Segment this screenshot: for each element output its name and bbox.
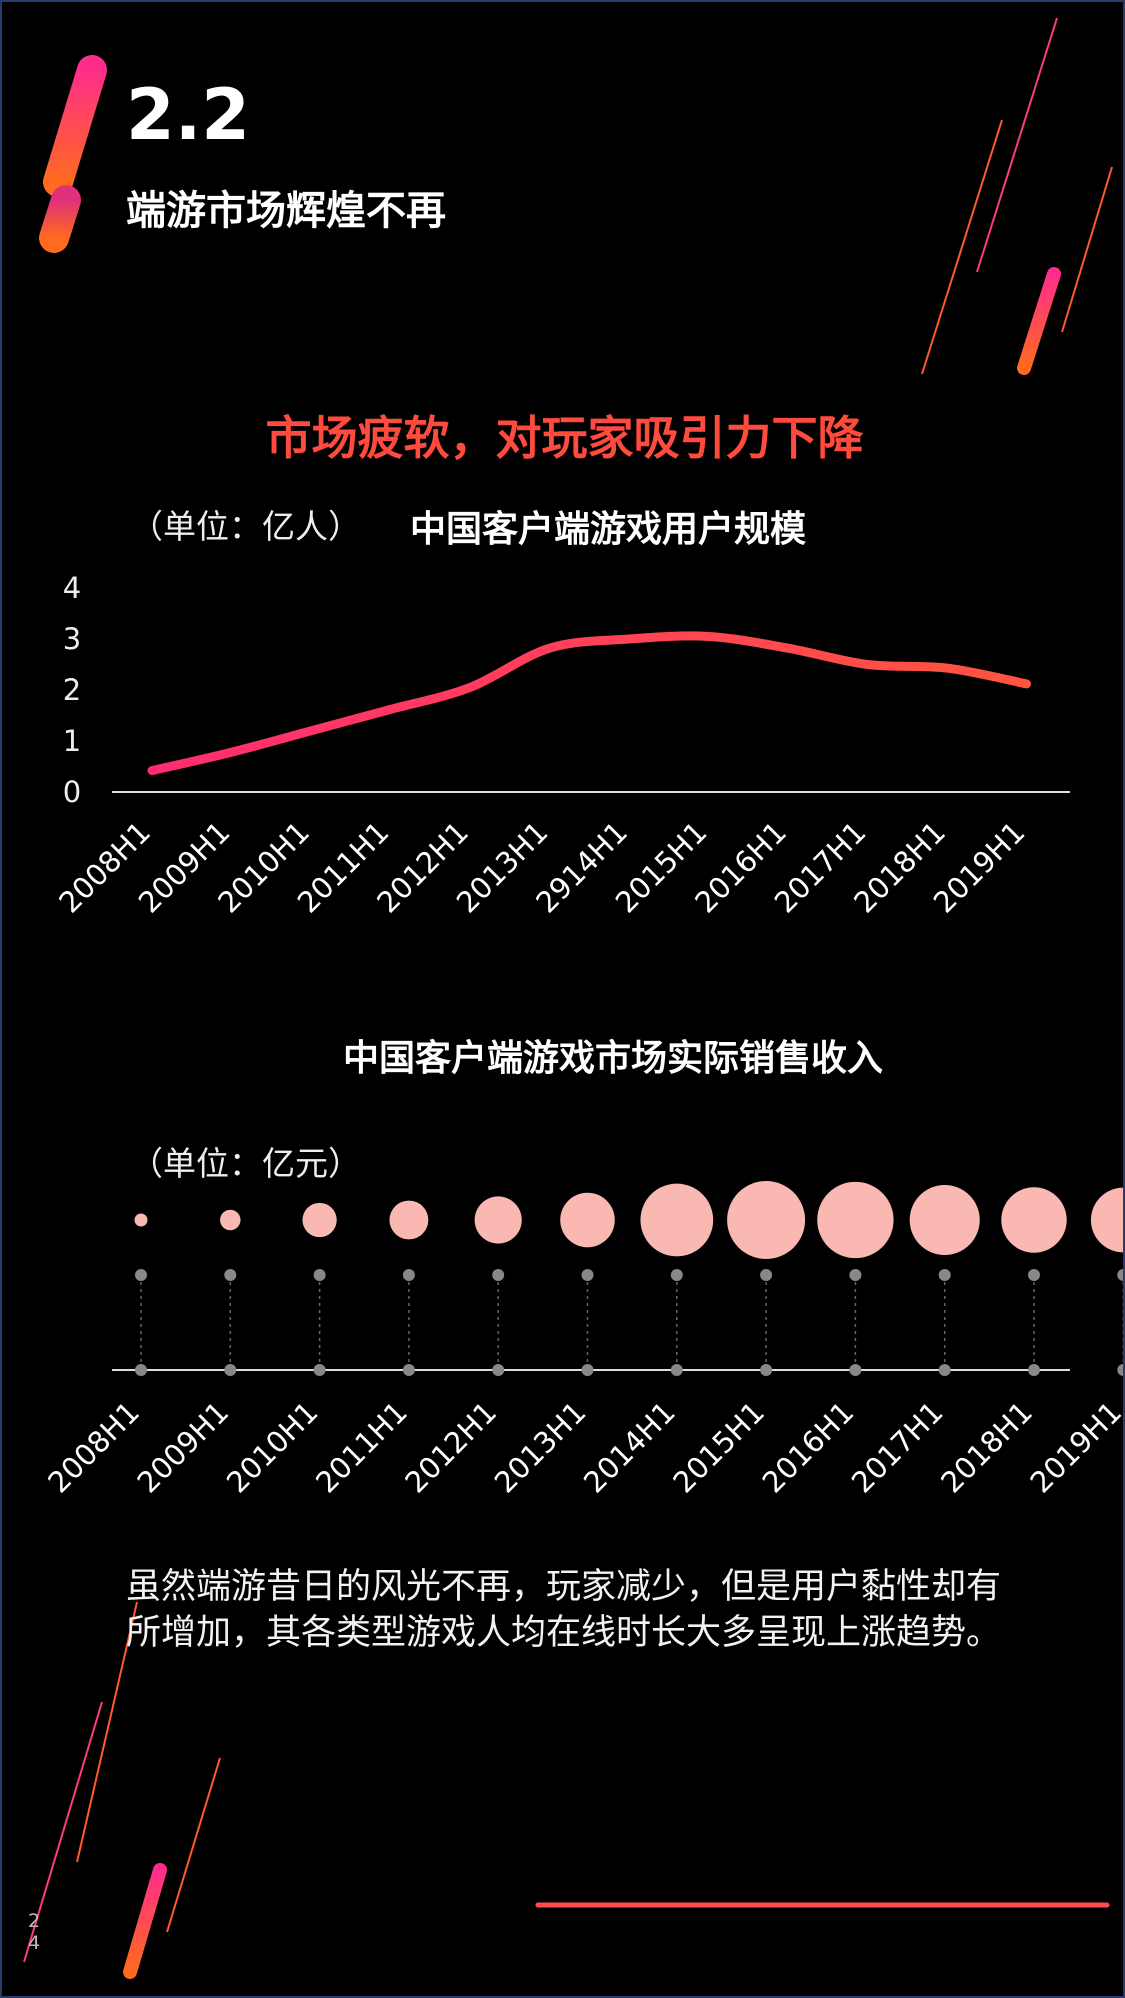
users-chart-unit-label: （单位：亿人） — [130, 507, 361, 546]
axis-dot — [1117, 1364, 1123, 1376]
data-bubble — [220, 1209, 241, 1231]
data-point — [784, 644, 792, 652]
axis-dot — [313, 1364, 326, 1376]
marker-dot — [1117, 1269, 1123, 1281]
deco-stroke — [1061, 166, 1113, 333]
axis-dot — [492, 1364, 505, 1376]
axis-dot — [849, 1364, 862, 1376]
data-point — [705, 632, 713, 640]
marker-dot — [313, 1269, 326, 1281]
axis-dot — [581, 1364, 594, 1376]
data-bubble — [560, 1192, 615, 1248]
axis-dot — [760, 1364, 773, 1376]
marker-dot — [670, 1269, 683, 1281]
y-tick-label: 4 — [63, 571, 81, 605]
data-bubble — [727, 1181, 806, 1259]
marker-dot — [402, 1269, 415, 1281]
axis-dot — [1028, 1364, 1040, 1376]
revenue-bubble-chart: 2008H12009H12010H12011H12012H12013H12014… — [41, 1181, 1125, 1500]
axis-dot — [224, 1364, 237, 1376]
x-tick-label: 2010H1 — [220, 1395, 325, 1500]
data-point — [148, 767, 156, 775]
marker-dot — [224, 1269, 237, 1281]
data-point — [307, 727, 315, 735]
page-number: 24 — [28, 1910, 41, 1954]
deco-stroke — [39, 185, 81, 253]
deco-stroke — [1017, 267, 1061, 375]
data-bubble — [909, 1184, 980, 1256]
deco-stroke — [23, 1701, 103, 1963]
data-point — [546, 644, 554, 652]
axis-dot — [402, 1364, 415, 1376]
data-bubble — [1090, 1187, 1123, 1253]
axis-dot — [938, 1364, 951, 1376]
x-tick-label: 2019H1 — [1024, 1395, 1125, 1500]
marker-dot — [135, 1269, 147, 1281]
deco-stroke — [921, 119, 1003, 375]
data-bubble — [302, 1202, 337, 1238]
axis-dot — [135, 1364, 147, 1376]
y-tick-label: 3 — [63, 622, 81, 656]
marker-dot — [1028, 1269, 1040, 1281]
headline: 市场疲软，对玩家吸引力下降 — [265, 411, 864, 465]
x-tick-label: 2013H1 — [488, 1395, 593, 1500]
x-tick-label: 2011H1 — [309, 1395, 414, 1500]
y-tick-label: 1 — [63, 724, 81, 758]
x-tick-label: 2015H1 — [666, 1395, 771, 1500]
marker-dot — [938, 1269, 951, 1281]
data-point — [943, 664, 951, 672]
marker-dot — [581, 1269, 594, 1281]
revenue-chart-unit-label: （单位：亿元） — [130, 1144, 361, 1183]
deco-stroke — [43, 55, 107, 197]
data-bubble — [1001, 1187, 1067, 1253]
data-point — [466, 683, 474, 691]
marker-dot — [492, 1269, 505, 1281]
section-number: 2.2 — [126, 74, 251, 156]
x-tick-label: 2012H1 — [398, 1395, 503, 1500]
axis-dot — [670, 1364, 683, 1376]
data-bubble — [134, 1213, 148, 1227]
deco-stroke — [76, 1601, 138, 1863]
deco-stroke — [166, 1757, 221, 1933]
users-line-chart: 012342008H12009H12010H12011H12012H12013H… — [52, 571, 1070, 920]
x-tick-label: 2009H1 — [131, 1395, 236, 1500]
data-point — [864, 661, 872, 669]
y-tick-label: 0 — [63, 775, 81, 809]
data-point — [1023, 680, 1031, 688]
section-title: 端游市场辉煌不再 — [126, 188, 446, 234]
deco-stroke — [976, 17, 1058, 273]
x-tick-label: 2008H1 — [41, 1395, 146, 1500]
data-bubble — [389, 1200, 429, 1240]
series-line — [147, 631, 1031, 776]
data-point — [387, 705, 395, 713]
marker-dot — [760, 1269, 773, 1281]
data-point — [228, 748, 236, 756]
deco-stroke — [123, 1863, 167, 1979]
x-tick-label: 2017H1 — [845, 1395, 950, 1500]
x-tick-label: 2014H1 — [577, 1395, 682, 1500]
body-text: 虽然端游昔日的风光不再，玩家减少，但是用户黏性却有所增加，其各类型游戏人均在线时… — [126, 1567, 1002, 1653]
data-bubble — [474, 1196, 522, 1244]
data-bubble — [640, 1183, 714, 1257]
users-chart-title: 中国客户端游戏用户规模 — [410, 509, 807, 550]
data-bubble — [817, 1181, 894, 1259]
x-tick-label: 2016H1 — [756, 1395, 861, 1500]
data-point — [625, 635, 633, 643]
x-tick-label: 2018H1 — [934, 1395, 1039, 1500]
revenue-chart-title: 中国客户端游戏市场实际销售收入 — [342, 1038, 883, 1079]
marker-dot — [849, 1269, 862, 1281]
y-tick-label: 2 — [63, 673, 81, 707]
